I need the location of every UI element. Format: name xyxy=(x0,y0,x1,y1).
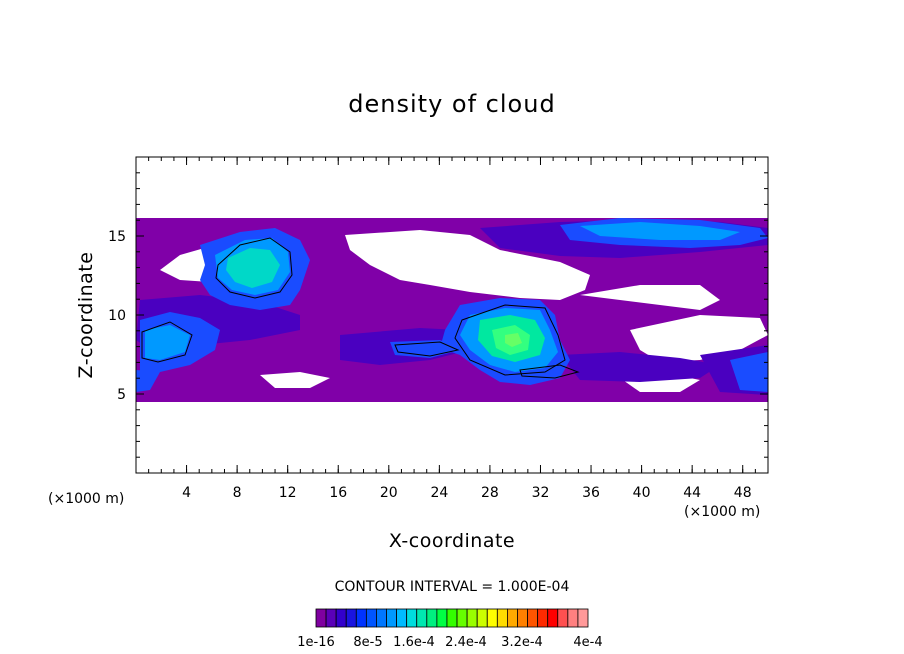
colorbar-swatch xyxy=(527,608,539,628)
colorbar-swatch xyxy=(396,608,408,628)
contour-interval-label: CONTOUR INTERVAL = 1.000E-04 xyxy=(335,579,570,595)
x-tick-label: 16 xyxy=(329,485,347,501)
colorbar-swatch xyxy=(355,608,367,628)
colorbar-tick-label: 4e-4 xyxy=(573,635,602,650)
colorbar-swatch xyxy=(325,608,337,628)
colorbar xyxy=(315,608,589,628)
chart-title: density of cloud xyxy=(348,90,555,118)
x-tick-label: 12 xyxy=(279,485,297,501)
x-tick-label: 20 xyxy=(380,485,398,501)
cloud-band-edge-bottom xyxy=(136,402,768,473)
x-tick-label: 8 xyxy=(233,485,242,501)
y-axis-label: Z-coordinate xyxy=(75,252,97,379)
colorbar-tick-label: 3.2e-4 xyxy=(501,635,543,650)
x-tick-label: 4 xyxy=(182,485,191,501)
colorbar-swatch xyxy=(376,608,387,628)
colorbar-swatch xyxy=(406,608,418,628)
x-axis-label: X-coordinate xyxy=(389,530,515,552)
colorbar-swatch xyxy=(466,608,478,628)
colorbar-swatch xyxy=(426,608,438,628)
colorbar-swatch xyxy=(416,608,428,628)
colorbar-swatch xyxy=(567,608,579,628)
colorbar-swatch xyxy=(537,608,549,628)
minor-ticks xyxy=(136,157,768,473)
colorbar-swatch xyxy=(517,608,528,628)
colorbar-swatch xyxy=(365,608,377,628)
colorbar-swatch xyxy=(476,608,488,628)
x-tick-label: 36 xyxy=(582,485,600,501)
colorbar-swatch xyxy=(496,608,508,628)
colorbar-swatch xyxy=(436,608,448,628)
colorbar-tick-label: 8e-5 xyxy=(353,635,382,650)
x-tick-label: 32 xyxy=(532,485,550,501)
x-tick-label: 24 xyxy=(430,485,448,501)
colorbar-ticks: 1e-16 8e-5 1.6e-4 2.4e-4 3.2e-4 4e-4 xyxy=(297,635,602,650)
colorbar-swatch xyxy=(557,608,569,628)
x-tick-label: 40 xyxy=(633,485,651,501)
colorbar-tick-label: 1e-16 xyxy=(297,635,335,650)
colorbar-swatch xyxy=(577,608,589,628)
x-tick-label: 44 xyxy=(683,485,701,501)
y-tick-label: 5 xyxy=(117,387,126,403)
colorbar-swatch xyxy=(345,608,357,628)
colorbar-swatch xyxy=(315,608,327,628)
colorbar-swatch xyxy=(486,608,498,628)
colorbar-tick-label: 2.4e-4 xyxy=(445,635,487,650)
y-tick-label: 15 xyxy=(108,229,126,245)
contour-field xyxy=(136,157,768,473)
x-tick-label: 48 xyxy=(734,485,752,501)
colorbar-swatch xyxy=(507,608,518,628)
y-tick-label: 10 xyxy=(108,308,126,324)
colorbar-swatch xyxy=(335,608,347,628)
colorbar-swatch xyxy=(456,608,468,628)
colorbar-tick-label: 1.6e-4 xyxy=(393,635,435,650)
x-unit-label: (×1000 m) xyxy=(684,504,760,520)
y-unit-label: (×1000 m) xyxy=(48,491,124,507)
colorbar-swatch xyxy=(386,608,397,628)
x-tick-label: 28 xyxy=(481,485,499,501)
colorbar-swatch xyxy=(547,608,559,628)
cloud-band-edge-top xyxy=(136,157,768,218)
colorbar-swatch xyxy=(446,608,458,628)
